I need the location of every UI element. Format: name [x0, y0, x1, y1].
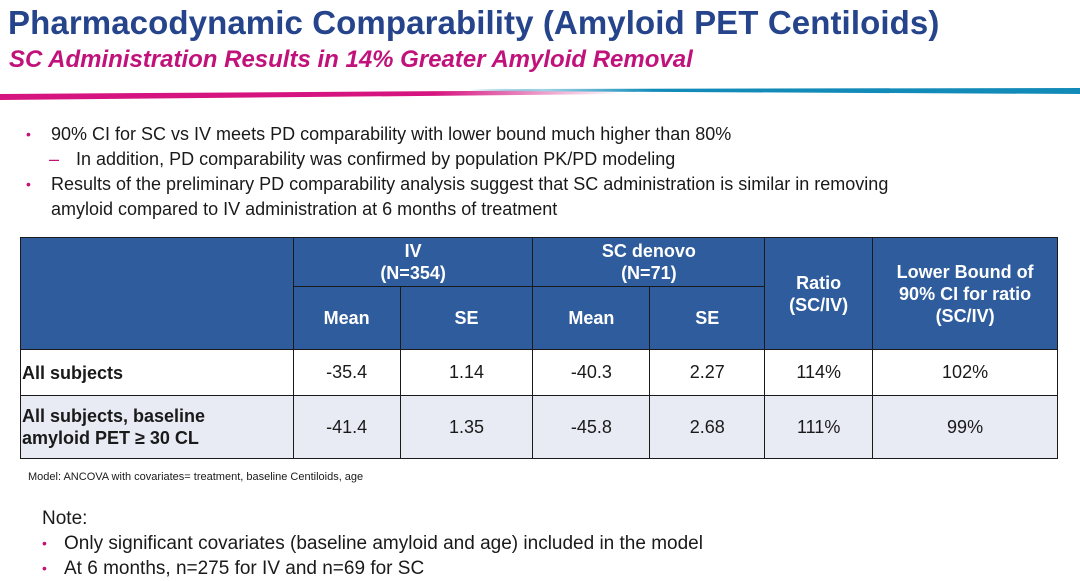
- bullet-list: • 90% CI for SC vs IV meets PD comparabi…: [26, 122, 1066, 222]
- cell-lower-bound: 99%: [872, 395, 1058, 459]
- header-iv-se: SE: [399, 286, 534, 350]
- cell-iv-mean: -35.4: [292, 349, 401, 396]
- note-item: • Only significant covariates (baseline …: [42, 533, 703, 554]
- bullet-item: • Results of the preliminary PD comparab…: [26, 172, 1066, 197]
- bullet-dot-icon: •: [26, 126, 31, 142]
- note-label: Note:: [42, 508, 88, 529]
- cell-ratio: 114%: [764, 349, 874, 396]
- table-header-row: IV (N=354) SC denovo (N=71) Ratio (SC/IV…: [20, 237, 1058, 350]
- cell-sc-mean: -45.8: [532, 395, 651, 459]
- header-divider-stripe: [0, 88, 1080, 100]
- cell-iv-mean: -41.4: [292, 395, 401, 459]
- table-row: All subjects, baseline amyloid PET ≥ 30 …: [20, 395, 1058, 459]
- cell-sc-mean: -40.3: [532, 349, 651, 396]
- bullet-dot-icon: •: [42, 535, 47, 551]
- cell-iv-se: 1.14: [399, 349, 534, 396]
- header-blank-cell: [20, 237, 294, 350]
- bullet-dot-icon: •: [42, 560, 47, 576]
- bullet-item: • 90% CI for SC vs IV meets PD comparabi…: [26, 122, 1066, 147]
- sub-bullet-item: – In addition, PD comparability was conf…: [26, 147, 1066, 172]
- bullet-continuation: amyloid compared to IV administration at…: [51, 199, 558, 219]
- table-subheader-row: Mean SE Mean SE: [21, 286, 1058, 350]
- header-iv: IV (N=354): [292, 237, 534, 287]
- table-row: All subjects -35.4 1.14 -40.3 2.27 114% …: [20, 349, 1058, 396]
- cell-ratio: 111%: [764, 395, 874, 459]
- note-item: • At 6 months, n=275 for IV and n=69 for…: [42, 558, 425, 579]
- row-label: All subjects: [20, 349, 294, 396]
- header-sc-mean: Mean: [532, 286, 651, 350]
- cell-sc-se: 2.68: [649, 395, 766, 459]
- header-ratio: Ratio (SC/IV): [764, 237, 874, 350]
- header-sc: SC denovo (N=71): [532, 237, 766, 287]
- cell-lower-bound: 102%: [872, 349, 1058, 396]
- cell-sc-se: 2.27: [649, 349, 766, 396]
- header-iv-mean: Mean: [292, 286, 401, 350]
- dash-icon: –: [49, 149, 60, 169]
- model-footnote: Model: ANCOVA with covariates= treatment…: [28, 471, 364, 483]
- magenta-stripe: [0, 90, 620, 100]
- cell-iv-se: 1.35: [399, 395, 534, 459]
- page-subtitle: SC Administration Results in 14% Greater…: [9, 46, 693, 73]
- header-sc-se: SE: [649, 286, 766, 350]
- row-label: All subjects, baseline amyloid PET ≥ 30 …: [20, 395, 294, 459]
- blue-stripe: [470, 88, 1080, 94]
- comparability-table: IV (N=354) SC denovo (N=71) Ratio (SC/IV…: [20, 237, 1058, 459]
- header-lower-bound: Lower Bound of 90% CI for ratio (SC/IV): [872, 237, 1058, 350]
- note-section: Note: • Only significant covariates (bas…: [42, 507, 703, 581]
- page-title: Pharmacodynamic Comparability (Amyloid P…: [8, 4, 940, 41]
- bullet-dot-icon: •: [26, 176, 31, 192]
